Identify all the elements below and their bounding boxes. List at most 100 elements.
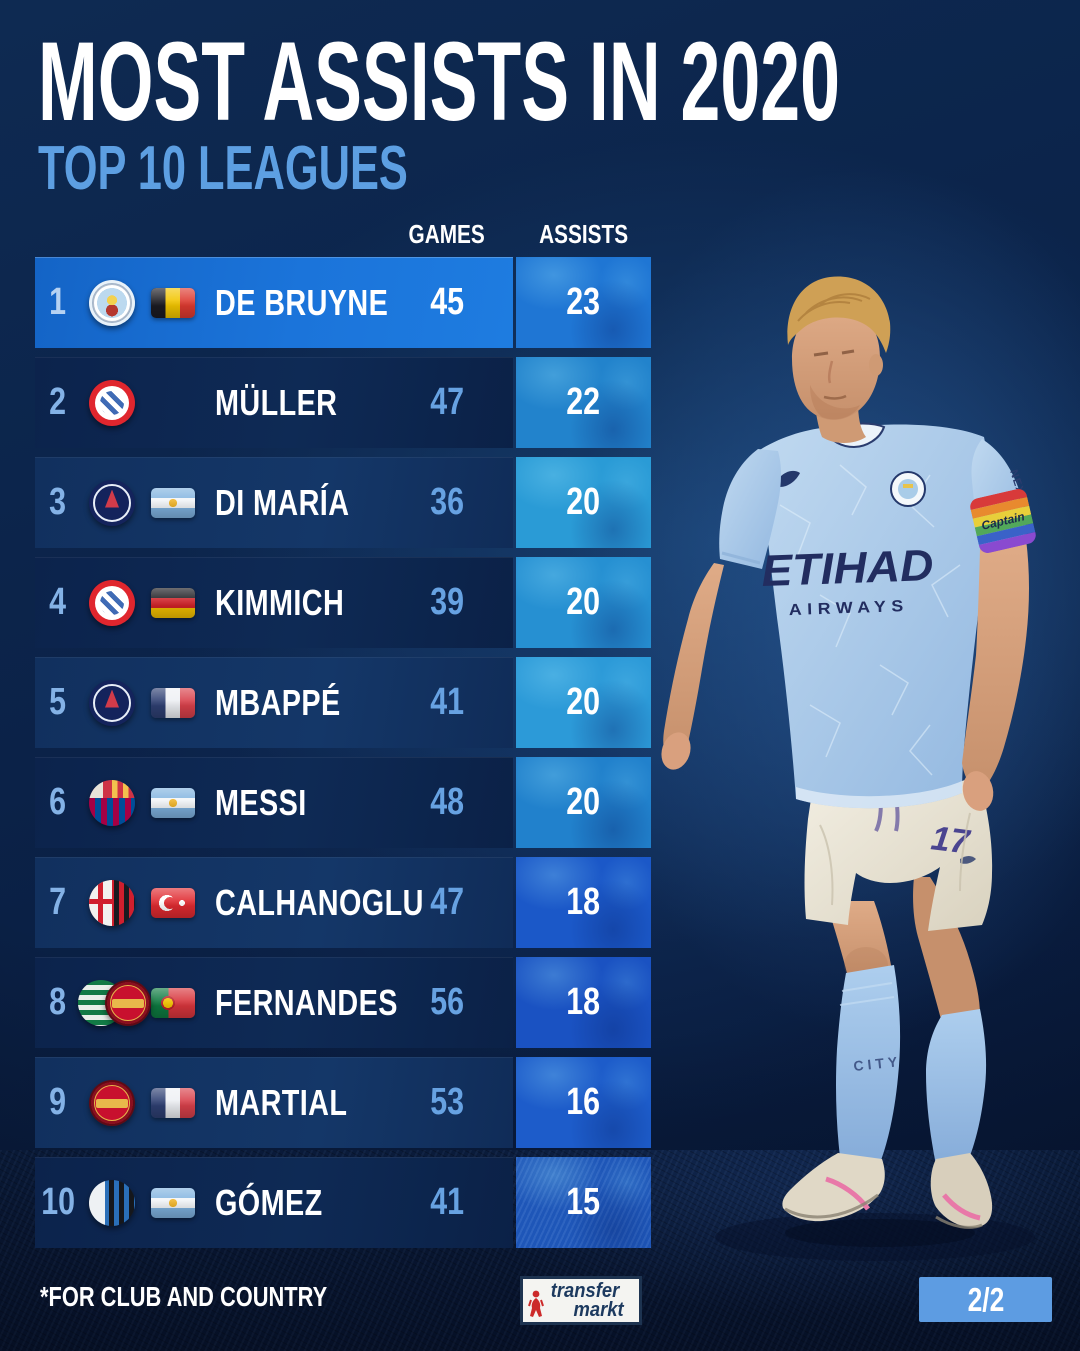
player-name: MARTIAL xyxy=(215,1081,348,1123)
row-main: 7 CALHANOGLU 47 xyxy=(35,857,513,948)
flag-wrap xyxy=(143,987,203,1018)
player-name: CALHANOGLU xyxy=(215,881,424,923)
rank: 9 xyxy=(49,1081,67,1123)
assists-value-box: 16 xyxy=(516,1057,651,1148)
table-row: 8 FERNANDES 56 18 xyxy=(35,957,651,1048)
club-badge-wrap xyxy=(81,379,143,426)
club-badge-wrap xyxy=(81,1079,143,1126)
rank: 3 xyxy=(49,481,67,523)
flag-portugal-icon xyxy=(151,987,195,1018)
assists-value-box: 23 xyxy=(516,257,651,348)
flag-turkey-icon xyxy=(151,887,195,918)
flag-wrap xyxy=(143,1187,203,1218)
rank: 5 xyxy=(49,681,67,723)
games-value: 45 xyxy=(430,281,464,323)
flag-argentina-icon xyxy=(151,1187,195,1218)
club-badge-wrap xyxy=(81,479,143,526)
row-main: 9 MARTIAL 53 xyxy=(35,1057,513,1148)
games-value: 47 xyxy=(430,381,464,423)
club-badge-wrap xyxy=(81,579,143,626)
club-badge-wrap xyxy=(81,279,143,326)
flag-wrap xyxy=(143,887,203,918)
player-name: MÜLLER xyxy=(215,381,338,423)
page-indicator-badge: 2/2 xyxy=(919,1277,1052,1322)
games-value: 56 xyxy=(430,981,464,1023)
assists-value-box: 20 xyxy=(516,557,651,648)
rank: 8 xyxy=(49,981,67,1023)
logo-line-2: markt xyxy=(573,1298,624,1321)
rank: 7 xyxy=(49,881,67,923)
player-name: MESSI xyxy=(215,781,307,823)
row-main: 8 FERNANDES 56 xyxy=(35,957,513,1048)
row-main: 10 GÓMEZ 41 xyxy=(35,1157,513,1248)
rank: 1 xyxy=(49,281,67,323)
club-badge-ac-milan-icon xyxy=(89,879,135,926)
page-title: MOST ASSISTS IN 2020 xyxy=(38,19,840,144)
player-name: GÓMEZ xyxy=(215,1181,323,1223)
table-row: 5 MBAPPÉ 41 20 xyxy=(35,657,651,748)
flag-france-icon xyxy=(151,1087,195,1118)
flag-wrap xyxy=(143,787,203,818)
games-value: 41 xyxy=(430,1181,464,1223)
games-value: 41 xyxy=(430,681,464,723)
club-badge-manchester-united-icon xyxy=(89,1079,135,1126)
table-row: 9 MARTIAL 53 16 xyxy=(35,1057,651,1148)
table-row: 2 MÜLLER 47 22 xyxy=(35,357,651,448)
player-name: KIMMICH xyxy=(215,581,345,623)
player-name: FERNANDES xyxy=(215,981,398,1023)
row-main: 4 KIMMICH 39 xyxy=(35,557,513,648)
assists-value-box: 18 xyxy=(516,957,651,1048)
club-badge-atalanta-icon xyxy=(89,1179,135,1226)
assists-value-box: 20 xyxy=(516,457,651,548)
page-subtitle: TOP 10 LEAGUES xyxy=(38,134,408,203)
assists-table: 1 DE BRUYNE 45 23 2 MÜLLER 47 22 3 xyxy=(35,257,651,1257)
row-main: 6 MESSI 48 xyxy=(35,757,513,848)
club-badge-bayern-icon xyxy=(89,379,135,426)
flag-wrap xyxy=(143,487,203,518)
shorts-number: 17 xyxy=(929,819,973,862)
club-badge-barcelona-icon xyxy=(89,779,135,826)
rank: 2 xyxy=(49,381,67,423)
footnote: *FOR CLUB AND COUNTRY xyxy=(40,1281,328,1312)
club-badge-psg-icon xyxy=(89,479,135,526)
column-header-assists: ASSISTS xyxy=(539,219,628,249)
sock-text: CITY xyxy=(853,1053,902,1074)
row-main: 2 MÜLLER 47 xyxy=(35,357,513,448)
club-badge-bayern-icon xyxy=(89,579,135,626)
flag-wrap xyxy=(143,287,203,318)
player-name: DI MARÍA xyxy=(215,481,350,523)
club-badge-wrap xyxy=(81,779,143,826)
logo-line-1: transfer xyxy=(550,1279,620,1302)
games-value: 47 xyxy=(430,881,464,923)
transfermarkt-logo: transfer markt xyxy=(520,1276,642,1325)
club-badge-manchester-city-icon xyxy=(89,279,135,326)
assists-value-box: 18 xyxy=(516,857,651,948)
table-row: 4 KIMMICH 39 20 xyxy=(35,557,651,648)
flag-france-icon xyxy=(151,687,195,718)
club-badge-psg-icon xyxy=(89,679,135,726)
games-value: 48 xyxy=(430,781,464,823)
row-main: 5 MBAPPÉ 41 xyxy=(35,657,513,748)
flag-germany-icon xyxy=(151,587,195,618)
rank: 6 xyxy=(49,781,67,823)
table-row: 3 DI MARÍA 36 20 xyxy=(35,457,651,548)
flag-argentina-icon xyxy=(151,787,195,818)
table-row: 1 DE BRUYNE 45 23 xyxy=(35,257,651,348)
transfermarkt-figure-icon xyxy=(528,1290,544,1317)
assists-value-box: 20 xyxy=(516,757,651,848)
club-badge-wrap xyxy=(78,979,151,1026)
flag-wrap xyxy=(143,1087,203,1118)
rank: 4 xyxy=(49,581,67,623)
club-badge-wrap xyxy=(81,879,143,926)
table-row: 10 GÓMEZ 41 15 xyxy=(35,1157,651,1248)
shirt-sponsor: ETIHAD xyxy=(761,541,935,596)
club-badge-wrap xyxy=(81,679,143,726)
flag-belgium-icon xyxy=(151,287,195,318)
row-main: 3 DI MARÍA 36 xyxy=(35,457,513,548)
table-row: 7 CALHANOGLU 47 18 xyxy=(35,857,651,948)
shirt-sponsor-sub: AIRWAYS xyxy=(789,598,910,619)
assists-value-box: 20 xyxy=(516,657,651,748)
row-main: 1 DE BRUYNE 45 xyxy=(35,257,513,348)
rank: 10 xyxy=(41,1181,75,1223)
games-value: 53 xyxy=(430,1081,464,1123)
